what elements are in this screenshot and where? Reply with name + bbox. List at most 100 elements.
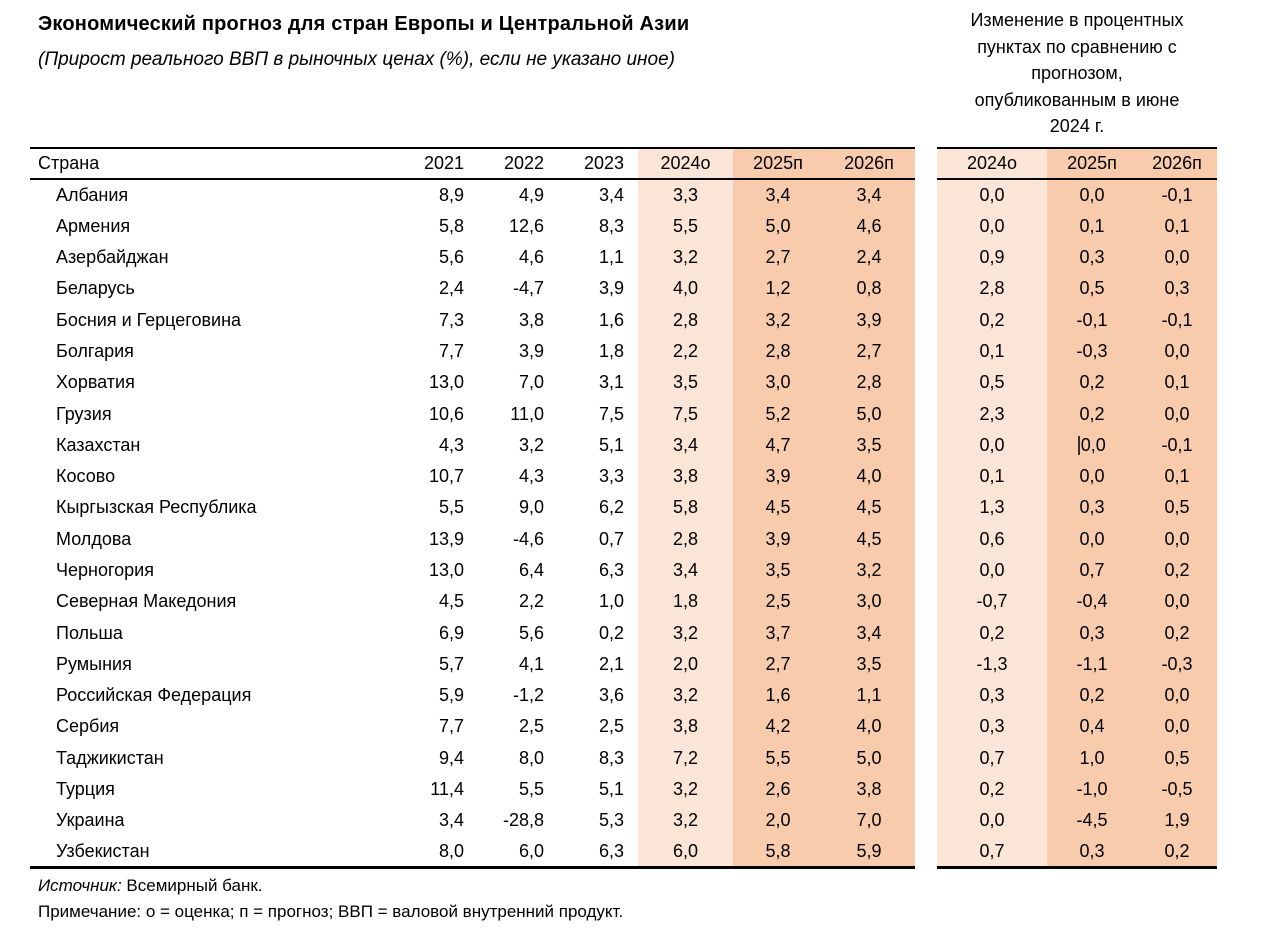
cell-value: 3,7 xyxy=(765,622,791,643)
cell-value: 8,3 xyxy=(598,215,624,236)
cell-value: 2,3 xyxy=(979,403,1005,424)
cell-value: 0,0 xyxy=(1080,434,1106,455)
cell-value: 3,2 xyxy=(672,685,699,706)
cell-value: 7,2 xyxy=(672,747,699,768)
table-row: Румыния 5,7 4,1 2,1 2,0 2,7 3,5 -1,3 -1,… xyxy=(30,648,1217,681)
cell-value: 0,3 xyxy=(1164,278,1190,299)
gdp-forecast-cell: 3,9 xyxy=(733,523,823,555)
revision-value-cell: 2,3 xyxy=(937,398,1047,430)
cell-value: 0,1 xyxy=(1164,215,1190,236)
cell-value: -0,4 xyxy=(1076,591,1108,612)
cell-value: -1,3 xyxy=(976,653,1008,674)
gdp-estimate-cell: 2,8 xyxy=(638,523,733,555)
gdp-value-cell: 8,9 xyxy=(390,179,478,210)
gdp-forecast-cell: 0,8 xyxy=(823,273,915,305)
gdp-value-cell: 2,5 xyxy=(478,711,558,742)
cell-value: 6,2 xyxy=(598,497,624,518)
cell-value: 0,0 xyxy=(1164,716,1190,737)
gdp-value-cell: 3,2 xyxy=(478,430,558,461)
column-gap xyxy=(915,148,937,179)
cell-value: 5,5 xyxy=(518,779,544,800)
cell-value: 4,7 xyxy=(765,434,791,455)
cell-value: 1,1 xyxy=(598,247,624,268)
revision-value-cell: 0,9 xyxy=(937,241,1047,274)
country-name: Казахстан xyxy=(56,434,141,455)
country-cell: Беларусь xyxy=(30,273,390,304)
revision-value-cell: 0,0 xyxy=(1137,398,1217,430)
cell-value: 7,3 xyxy=(438,309,464,330)
country-cell: Румыния xyxy=(30,649,390,680)
revision-value-cell: 0,0 xyxy=(937,554,1047,587)
gdp-estimate-cell: 3,4 xyxy=(638,429,733,461)
cell-value: 4,6 xyxy=(856,215,882,236)
cell-value: 8,9 xyxy=(438,184,464,205)
revision-value-cell: -0,5 xyxy=(1137,773,1217,806)
cell-value: 3,3 xyxy=(598,466,624,487)
gdp-forecast-cell: 5,8 xyxy=(733,836,823,870)
gdp-value-cell: 7,0 xyxy=(478,367,558,398)
table-row: Турция 11,4 5,5 5,1 3,2 2,6 3,8 0,2 -1,0… xyxy=(30,773,1217,806)
gdp-estimate-cell: 7,5 xyxy=(638,398,733,430)
country-name: Таджикистан xyxy=(56,747,164,768)
country-cell: Казахстан xyxy=(30,430,390,461)
revision-value-cell: 0,0 xyxy=(1047,460,1137,493)
gdp-forecast-cell: 5,2 xyxy=(733,398,823,430)
cell-value: 1,6 xyxy=(765,685,791,706)
column-gap xyxy=(915,492,937,523)
gdp-value-cell: 3,4 xyxy=(558,179,638,210)
revision-value-cell: -0,3 xyxy=(1047,335,1137,368)
cell-value: 5,8 xyxy=(438,215,464,236)
cell-value: 0,0 xyxy=(1164,685,1190,706)
cell-value: 2,8 xyxy=(765,340,791,361)
country-name: Северная Македония xyxy=(56,591,237,612)
gdp-forecast-cell: 3,9 xyxy=(733,460,823,493)
column-gap xyxy=(915,367,937,398)
cell-value: 1,8 xyxy=(672,591,699,612)
revision-heading-line: 2024 г. xyxy=(1049,116,1105,136)
revision-value-cell: -1,0 xyxy=(1047,773,1137,806)
country-cell: Хорватия xyxy=(30,367,390,398)
header-2023: 2023 xyxy=(558,146,638,181)
gdp-value-cell: 7,7 xyxy=(390,711,478,742)
revision-value-cell: 0,1 xyxy=(1047,210,1137,242)
gdp-value-cell: 4,5 xyxy=(390,586,478,617)
gdp-value-cell: 6,4 xyxy=(478,555,558,586)
cell-value: 11,0 xyxy=(510,403,544,424)
cell-value: 0,3 xyxy=(1079,840,1105,861)
country-name: Турция xyxy=(56,779,115,800)
revision-value-cell: 0,3 xyxy=(937,680,1047,712)
cell-value: 2,2 xyxy=(672,340,699,361)
cell-value: -0,1 xyxy=(1161,434,1193,455)
column-gap xyxy=(915,837,937,868)
gdp-forecast-cell: 2,8 xyxy=(733,335,823,368)
gdp-value-cell: 2,2 xyxy=(478,586,558,617)
header-2025f: 2025п xyxy=(733,146,823,181)
cell-value: -4,6 xyxy=(512,528,544,549)
cell-value: 7,0 xyxy=(856,810,882,831)
gdp-value-cell: 5,7 xyxy=(390,649,478,680)
cell-value: 1,0 xyxy=(1079,747,1105,768)
cell-value: -4,5 xyxy=(1076,810,1108,831)
cell-value: 5,0 xyxy=(765,215,791,236)
country-name: Российская Федерация xyxy=(56,685,252,706)
gdp-forecast-cell: 2,6 xyxy=(733,773,823,806)
cell-value: 2,4 xyxy=(856,247,882,268)
gdp-forecast-cell: 3,5 xyxy=(823,648,915,681)
revision-heading-line: прогнозом, xyxy=(1031,63,1123,83)
cell-value: 0,1 xyxy=(1164,372,1190,393)
cell-value: 4,5 xyxy=(856,497,882,518)
cell-value: 0,7 xyxy=(979,747,1005,768)
header-country: Страна xyxy=(30,146,390,181)
table-row: Босния и Герцеговина 7,3 3,8 1,6 2,8 3,2… xyxy=(30,304,1217,336)
gdp-forecast-cell: 4,5 xyxy=(823,492,915,524)
cell-value: 5,1 xyxy=(598,434,624,455)
revision-value-cell: 0,3 xyxy=(937,711,1047,743)
gdp-value-cell: 4,3 xyxy=(478,461,558,492)
country-name: Грузия xyxy=(56,403,112,424)
revision-value-cell: 0,0 xyxy=(1047,523,1137,555)
revision-heading-line: пунктах по сравнению с xyxy=(977,36,1177,57)
cell-value: 0,3 xyxy=(1079,622,1105,643)
cell-value: 0,0 xyxy=(1079,466,1105,487)
country-name: Азербайджан xyxy=(56,247,169,268)
